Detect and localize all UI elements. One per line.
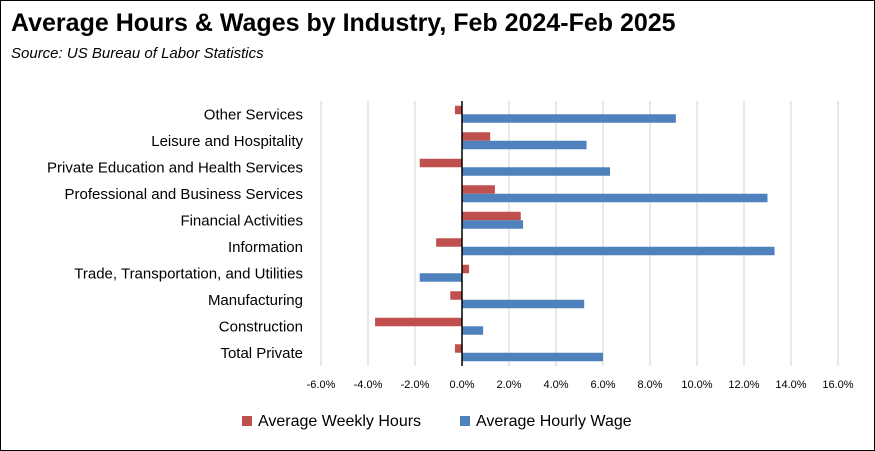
legend-swatch-weekly-hours: [242, 416, 252, 426]
category-label: Leisure and Hospitality: [151, 133, 303, 150]
bar-weekly-hours: [450, 291, 462, 300]
bar-hourly-wage: [462, 246, 775, 256]
x-tick-label: -2.0%: [401, 379, 430, 391]
bar-weekly-hours: [419, 158, 462, 168]
category-label: Total Private: [220, 345, 303, 362]
x-tick-label: 4.0%: [543, 379, 568, 391]
x-tick-label: -4.0%: [354, 379, 383, 391]
chart-title: Average Hours & Wages by Industry, Feb 2…: [11, 9, 676, 37]
bar-hourly-wage: [462, 193, 768, 203]
category-label: Construction: [219, 318, 303, 335]
bar-hourly-wage: [462, 352, 603, 362]
bar-weekly-hours: [454, 344, 462, 353]
bar-hourly-wage: [462, 299, 585, 309]
bar-weekly-hours: [454, 105, 462, 115]
bar-hourly-wage: [462, 326, 484, 335]
bar-weekly-hours: [436, 238, 462, 247]
x-tick-label: 0.0%: [449, 379, 474, 391]
x-tick-label: 14.0%: [775, 379, 806, 391]
category-label: Manufacturing: [208, 292, 303, 309]
category-label: Information: [228, 239, 303, 256]
x-tick-label: 12.0%: [728, 379, 759, 391]
bar-weekly-hours: [375, 317, 462, 327]
bar-weekly-hours: [462, 264, 470, 274]
x-tick-label: 6.0%: [590, 379, 615, 391]
bar-hourly-wage: [419, 273, 462, 282]
bar-hourly-wage: [462, 220, 524, 229]
x-tick-label: 8.0%: [637, 379, 662, 391]
legend-swatch-hourly-wage: [460, 416, 470, 426]
bar-weekly-hours: [462, 211, 521, 221]
bar-weekly-hours: [462, 185, 495, 194]
bar-hourly-wage: [462, 140, 587, 150]
x-tick-label: -6.0%: [307, 379, 336, 391]
category-label: Private Education and Health Services: [47, 159, 303, 176]
bar-hourly-wage: [462, 114, 676, 123]
bar-hourly-wage: [462, 167, 611, 176]
category-label: Professional and Business Services: [65, 186, 303, 203]
chart-subtitle: Source: US Bureau of Labor Statistics: [11, 45, 264, 62]
category-label: Other Services: [204, 106, 303, 123]
category-label: Trade, Transportation, and Utilities: [74, 265, 303, 282]
x-tick-label: 2.0%: [496, 379, 521, 391]
category-label: Financial Activities: [180, 212, 303, 229]
x-tick-label: 10.0%: [681, 379, 712, 391]
legend-label-weekly-hours: Average Weekly Hours: [258, 413, 421, 430]
x-tick-label: 16.0%: [822, 379, 853, 391]
legend-label-hourly-wage: Average Hourly Wage: [476, 413, 632, 430]
bar-weekly-hours: [462, 132, 491, 141]
